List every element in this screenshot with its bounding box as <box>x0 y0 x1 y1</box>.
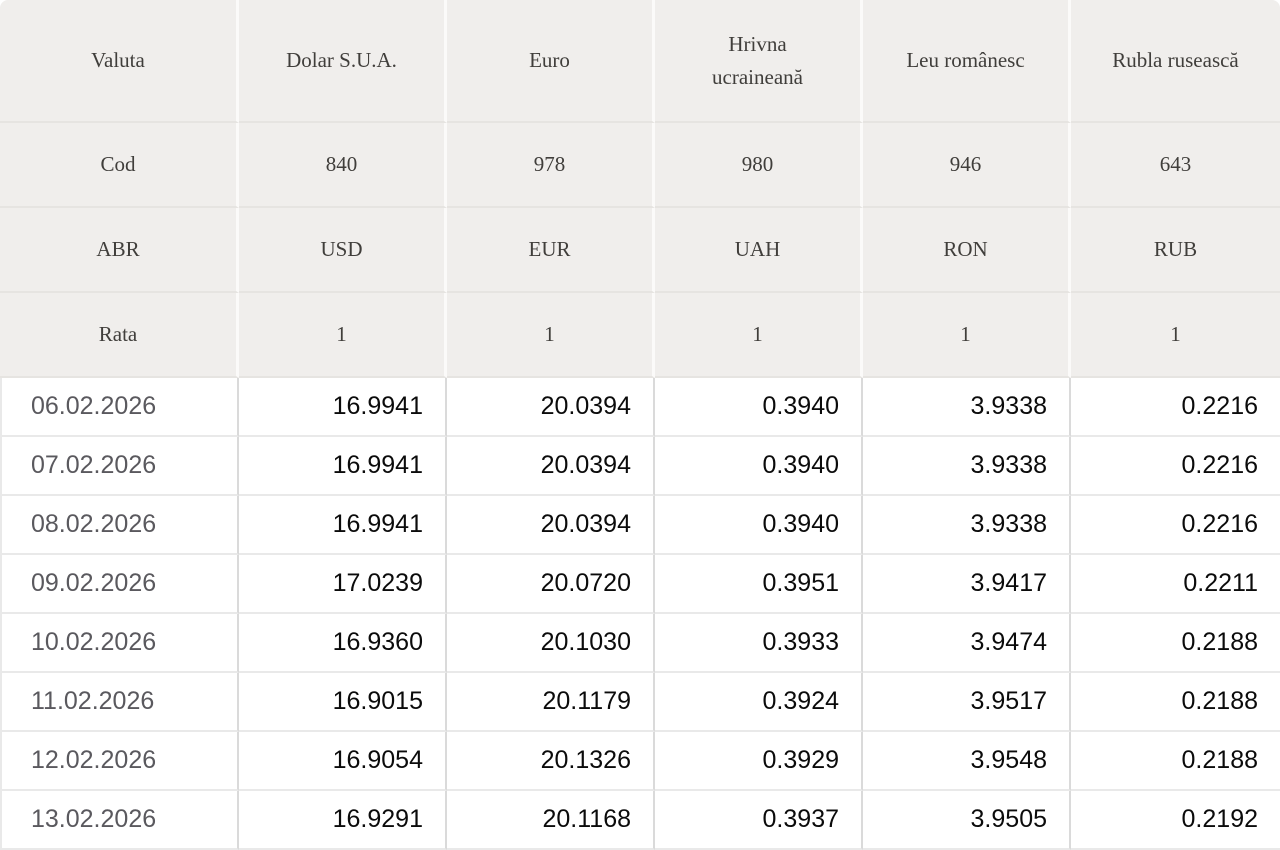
rate-value-cell: 0.2216 <box>1071 496 1280 555</box>
header-row-rata: Rata 1 1 1 1 1 <box>0 293 1280 378</box>
rate-value-cell: 20.1179 <box>447 673 655 732</box>
rate-value-cell: 0.2188 <box>1071 673 1280 732</box>
currency-meta-value: 978 <box>447 123 655 208</box>
rate-value-cell: 16.9941 <box>239 378 447 437</box>
currency-meta-value: 643 <box>1071 123 1280 208</box>
currency-meta-value: 1 <box>1071 293 1280 378</box>
rate-value-cell: 16.9941 <box>239 437 447 496</box>
rate-value-cell: 16.9291 <box>239 791 447 850</box>
rate-value-cell: 0.3940 <box>655 437 863 496</box>
currency-meta-value: 1 <box>447 293 655 378</box>
rate-value-cell: 16.9015 <box>239 673 447 732</box>
row-label: ABR <box>0 208 239 293</box>
rate-row: 09.02.2026 17.0239 20.0720 0.3951 3.9417 0.22… <box>0 555 1280 614</box>
currency-meta-value: 1 <box>863 293 1071 378</box>
currency-name: Leu românesc <box>863 0 1071 123</box>
rate-value-cell: 3.9338 <box>863 378 1071 437</box>
rate-row: 08.02.2026 16.9941 20.0394 0.3940 3.9338 0.22… <box>0 496 1280 555</box>
rate-value-cell: 0.3933 <box>655 614 863 673</box>
rate-value-cell: 20.1030 <box>447 614 655 673</box>
rate-row: 06.02.2026 16.9941 20.0394 0.3940 3.9338 0.22… <box>0 378 1280 437</box>
rate-value-cell: 16.9941 <box>239 496 447 555</box>
rate-value-cell: 20.0720 <box>447 555 655 614</box>
rate-value-cell: 0.2216 <box>1071 437 1280 496</box>
rate-value-cell: 0.2188 <box>1071 614 1280 673</box>
rate-value-cell: 0.3937 <box>655 791 863 850</box>
rate-value-cell: 0.2188 <box>1071 732 1280 791</box>
rate-value-cell: 0.3929 <box>655 732 863 791</box>
rate-value-cell: 3.9338 <box>863 437 1071 496</box>
currency-meta-value: 1 <box>655 293 863 378</box>
rate-value-cell: 3.9474 <box>863 614 1071 673</box>
currency-meta-value: EUR <box>447 208 655 293</box>
header-row-cod: Cod 840 978 980 946 643 <box>0 123 1280 208</box>
currency-meta-value: 946 <box>863 123 1071 208</box>
rate-value-cell: 20.1168 <box>447 791 655 850</box>
currency-meta-value: USD <box>239 208 447 293</box>
rate-value-cell: 0.2211 <box>1071 555 1280 614</box>
rate-value-cell: 0.3951 <box>655 555 863 614</box>
currency-meta-value: RUB <box>1071 208 1280 293</box>
rate-value-cell: 3.9505 <box>863 791 1071 850</box>
header-row-abr: ABR USD EUR UAH RON RUB <box>0 208 1280 293</box>
rate-value-cell: 0.3940 <box>655 378 863 437</box>
date-cell: 11.02.2026 <box>0 673 239 732</box>
currency-name: Rubla rusească <box>1071 0 1280 123</box>
rate-row: 10.02.2026 16.9360 20.1030 0.3933 3.9474 0.21… <box>0 614 1280 673</box>
rate-value-cell: 20.0394 <box>447 437 655 496</box>
date-cell: 06.02.2026 <box>0 378 239 437</box>
currency-meta-value: 980 <box>655 123 863 208</box>
rate-row: 12.02.2026 16.9054 20.1326 0.3929 3.9548 0.21… <box>0 732 1280 791</box>
rate-row: 13.02.2026 16.9291 20.1168 0.3937 3.9505 0.21… <box>0 791 1280 850</box>
rate-row: 07.02.2026 16.9941 20.0394 0.3940 3.9338 0.22… <box>0 437 1280 496</box>
date-cell: 07.02.2026 <box>0 437 239 496</box>
rate-value-cell: 16.9054 <box>239 732 447 791</box>
currency-name: Euro <box>447 0 655 123</box>
rate-value-cell: 17.0239 <box>239 555 447 614</box>
rate-value-cell: 3.9417 <box>863 555 1071 614</box>
date-cell: 12.02.2026 <box>0 732 239 791</box>
rate-value-cell: 3.9338 <box>863 496 1071 555</box>
rate-value-cell: 3.9517 <box>863 673 1071 732</box>
currency-meta-value: 840 <box>239 123 447 208</box>
rate-value-cell: 20.0394 <box>447 496 655 555</box>
row-label: Rata <box>0 293 239 378</box>
rate-value-cell: 3.9548 <box>863 732 1071 791</box>
rate-value-cell: 0.2192 <box>1071 791 1280 850</box>
currency-name: Dolar S.U.A. <box>239 0 447 123</box>
rate-value-cell: 0.3940 <box>655 496 863 555</box>
rate-value-cell: 0.3924 <box>655 673 863 732</box>
rate-value-cell: 20.0394 <box>447 378 655 437</box>
rate-value-cell: 20.1326 <box>447 732 655 791</box>
currency-meta-value: UAH <box>655 208 863 293</box>
currency-meta-value: RON <box>863 208 1071 293</box>
date-cell: 09.02.2026 <box>0 555 239 614</box>
row-label: Cod <box>0 123 239 208</box>
rate-value-cell: 16.9360 <box>239 614 447 673</box>
currency-meta-value: 1 <box>239 293 447 378</box>
header-row-valuta: Valuta Dolar S.U.A. Euro Hrivna ucraineană L… <box>0 0 1280 123</box>
date-cell: 10.02.2026 <box>0 614 239 673</box>
date-cell: 13.02.2026 <box>0 791 239 850</box>
date-cell: 08.02.2026 <box>0 496 239 555</box>
rate-row: 11.02.2026 16.9015 20.1179 0.3924 3.9517 0.21… <box>0 673 1280 732</box>
rate-value-cell: 0.2216 <box>1071 378 1280 437</box>
row-label: Valuta <box>0 0 239 123</box>
currency-name: Hrivna ucraineană <box>655 0 863 123</box>
